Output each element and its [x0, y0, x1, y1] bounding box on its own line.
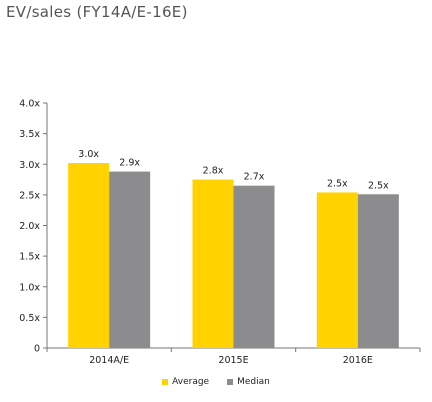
- bar-average-0: [68, 163, 110, 348]
- y-tick-label: 0.5x: [19, 313, 40, 324]
- legend-label-median: Median: [237, 377, 270, 387]
- y-tick-label: 2.5x: [19, 190, 40, 201]
- legend-swatch-average: [162, 379, 169, 385]
- y-tick-label: 2.0x: [19, 221, 40, 232]
- legend-item-average: Average: [162, 377, 209, 387]
- legend-label-average: Average: [172, 377, 210, 387]
- bar-average-1: [192, 179, 234, 348]
- data-label: 2.9x: [119, 158, 140, 169]
- y-tick-label: 0: [34, 344, 40, 355]
- x-tick-label: 2016E: [343, 355, 373, 366]
- data-label: 2.7x: [244, 172, 265, 183]
- y-tick-label: 4.0x: [19, 99, 40, 110]
- data-label: 3.0x: [78, 149, 99, 160]
- data-label: 2.5x: [327, 178, 348, 189]
- x-tick-label: 2015E: [218, 355, 248, 366]
- bar-median-1: [233, 185, 275, 348]
- y-tick-label: 3.5x: [19, 129, 40, 140]
- legend-swatch-median: [227, 379, 234, 385]
- y-tick-label: 1.5x: [19, 252, 40, 263]
- x-tick-label: 2014A/E: [89, 355, 129, 366]
- bar-median-2: [357, 194, 399, 348]
- y-tick-label: 1.0x: [19, 282, 40, 293]
- bar-average-2: [316, 192, 358, 348]
- data-label: 2.8x: [203, 166, 224, 177]
- bar-median-0: [109, 171, 151, 348]
- legend: Average Median: [0, 377, 432, 387]
- data-label: 2.5x: [368, 180, 389, 191]
- legend-item-median: Median: [227, 377, 270, 387]
- chart-title: EV/sales (FY14A/E-16E): [6, 3, 188, 21]
- y-tick-label: 3.0x: [19, 160, 40, 171]
